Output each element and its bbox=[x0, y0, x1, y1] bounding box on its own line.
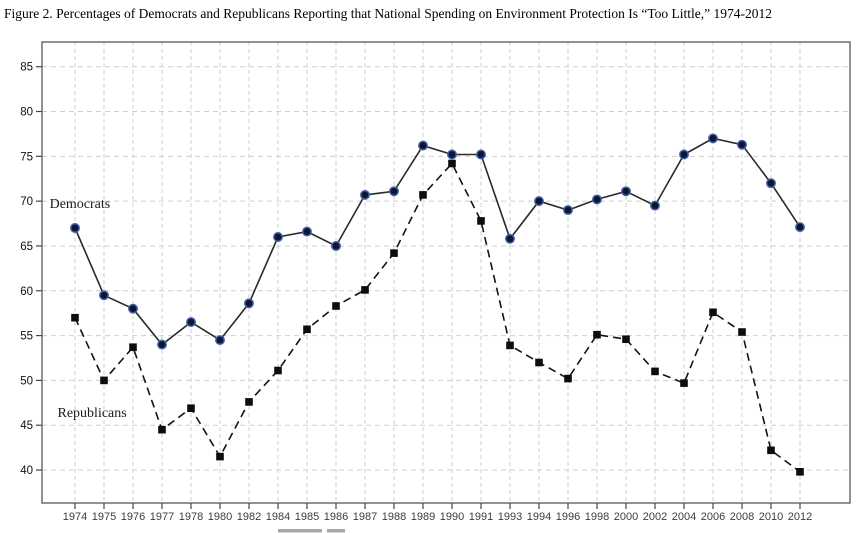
x-tick-label-1977: 1977 bbox=[150, 511, 174, 523]
democrats-marker-1989 bbox=[418, 140, 428, 151]
y-tick-label-65: 65 bbox=[20, 241, 33, 253]
republicans-marker-1974 bbox=[71, 313, 79, 322]
y-tick-label-70: 70 bbox=[20, 196, 33, 208]
plot-border bbox=[41, 41, 851, 504]
democrats-marker-1974 bbox=[70, 223, 80, 233]
x-tick-label-1974: 1974 bbox=[63, 511, 87, 523]
democrats-line bbox=[74, 137, 801, 346]
x-tick-label-2002: 2002 bbox=[643, 511, 667, 523]
x-tick-label-1985: 1985 bbox=[295, 511, 319, 523]
republicans-marker-1990 bbox=[448, 159, 456, 168]
democrats-marker-1986 bbox=[331, 241, 341, 251]
x-tick-label-2000: 2000 bbox=[614, 511, 638, 523]
x-tick-label-1984: 1984 bbox=[266, 511, 290, 523]
democrats-marker-2008 bbox=[737, 139, 747, 150]
republicans-marker-1984 bbox=[274, 366, 282, 375]
republicans-marker-1994 bbox=[535, 358, 543, 367]
democrats-marker-1977 bbox=[157, 339, 167, 350]
x-tick-label-1980: 1980 bbox=[208, 511, 232, 523]
republicans-marker-1993 bbox=[506, 341, 514, 350]
x-tick-label-1990: 1990 bbox=[440, 511, 464, 523]
y-tick-label-80: 80 bbox=[20, 107, 33, 119]
republicans-marker-2000 bbox=[622, 335, 630, 343]
democrats-marker-1998 bbox=[592, 194, 602, 205]
republicans-marker-1977 bbox=[158, 425, 166, 434]
republicans-marker-1985 bbox=[303, 325, 311, 334]
democrats-marker-1985 bbox=[302, 226, 312, 237]
x-tick-label-2006: 2006 bbox=[701, 511, 725, 523]
x-tick-label-1998: 1998 bbox=[585, 511, 609, 523]
democrats-marker-1993 bbox=[505, 233, 515, 244]
x-tick-label-1991: 1991 bbox=[469, 511, 493, 523]
x-tick-label-2012: 2012 bbox=[788, 511, 812, 523]
democrats-marker-1982 bbox=[244, 298, 254, 309]
republicans-marker-1982 bbox=[245, 398, 253, 406]
republicans-marker-2010 bbox=[767, 446, 775, 455]
y-tick-label-85: 85 bbox=[20, 62, 33, 74]
x-tick-label-1989: 1989 bbox=[411, 511, 435, 523]
series-label-democrats: Democrats bbox=[50, 197, 111, 212]
republicans-marker-1998 bbox=[593, 330, 601, 339]
democrats-marker-2004 bbox=[679, 149, 689, 160]
y-tick-label-40: 40 bbox=[20, 465, 33, 477]
republicans-marker-2008 bbox=[738, 328, 746, 336]
republicans-marker-2012 bbox=[796, 468, 804, 476]
republicans-marker-1996 bbox=[564, 374, 572, 383]
democrats-marker-2010 bbox=[766, 178, 776, 189]
republicans-marker-1991 bbox=[477, 217, 485, 225]
republicans-marker-2006 bbox=[709, 308, 717, 317]
democrats-marker-1996 bbox=[563, 205, 573, 216]
y-tick-label-60: 60 bbox=[20, 286, 33, 298]
republicans-marker-1986 bbox=[332, 302, 340, 310]
figure-title: Figure 2. Percentages of Democrats and R… bbox=[4, 6, 773, 21]
x-tick-label-1993: 1993 bbox=[498, 511, 522, 523]
x-tick-label-1986: 1986 bbox=[324, 511, 348, 523]
democrats-marker-1987 bbox=[360, 189, 370, 200]
democrats-marker-1990 bbox=[447, 149, 457, 160]
series-label-republicans: Republicans bbox=[58, 406, 127, 421]
x-tick-label-1994: 1994 bbox=[527, 511, 551, 523]
republicans-marker-1976 bbox=[129, 343, 137, 351]
x-tick-label-1975: 1975 bbox=[92, 511, 116, 523]
legend-cutoff-fragment bbox=[278, 529, 322, 533]
democrats-marker-1975 bbox=[99, 290, 109, 301]
democrats-marker-1988 bbox=[389, 186, 399, 197]
x-tick-label-1987: 1987 bbox=[353, 511, 377, 523]
democrats-marker-2006 bbox=[708, 133, 718, 144]
y-tick-label-50: 50 bbox=[20, 375, 33, 387]
republicans-marker-1989 bbox=[419, 191, 427, 199]
democrats-marker-1994 bbox=[534, 196, 544, 207]
republicans-marker-1980 bbox=[216, 452, 224, 461]
republicans-marker-2004 bbox=[680, 379, 688, 387]
y-tick-label-45: 45 bbox=[20, 420, 33, 432]
republicans-marker-1987 bbox=[361, 286, 369, 294]
democrats-marker-2000 bbox=[621, 186, 631, 197]
x-tick-label-2008: 2008 bbox=[730, 511, 754, 523]
x-tick-label-1982: 1982 bbox=[237, 511, 261, 523]
legend-cutoff-fragment bbox=[327, 529, 345, 533]
x-tick-label-1978: 1978 bbox=[179, 511, 203, 523]
y-tick-label-75: 75 bbox=[20, 151, 33, 163]
republicans-marker-1988 bbox=[390, 249, 398, 257]
x-tick-label-2004: 2004 bbox=[672, 511, 696, 523]
democrats-marker-2012 bbox=[795, 222, 805, 233]
x-tick-label-1988: 1988 bbox=[382, 511, 406, 523]
y-tick-label-55: 55 bbox=[20, 331, 33, 343]
democrats-marker-1978 bbox=[186, 317, 196, 328]
democrats-marker-1984 bbox=[273, 232, 283, 242]
x-tick-label-2010: 2010 bbox=[759, 511, 783, 523]
republicans-marker-2002 bbox=[651, 367, 659, 376]
democrats-marker-1980 bbox=[215, 335, 225, 346]
x-tick-label-1996: 1996 bbox=[556, 511, 580, 523]
democrats-marker-1991 bbox=[476, 149, 486, 160]
republicans-marker-1978 bbox=[187, 404, 195, 412]
republicans-line bbox=[74, 162, 801, 473]
democrats-marker-1976 bbox=[128, 303, 138, 314]
republicans-marker-1975 bbox=[100, 376, 108, 385]
democrats-marker-2002 bbox=[650, 200, 660, 211]
x-tick-label-1976: 1976 bbox=[121, 511, 145, 523]
